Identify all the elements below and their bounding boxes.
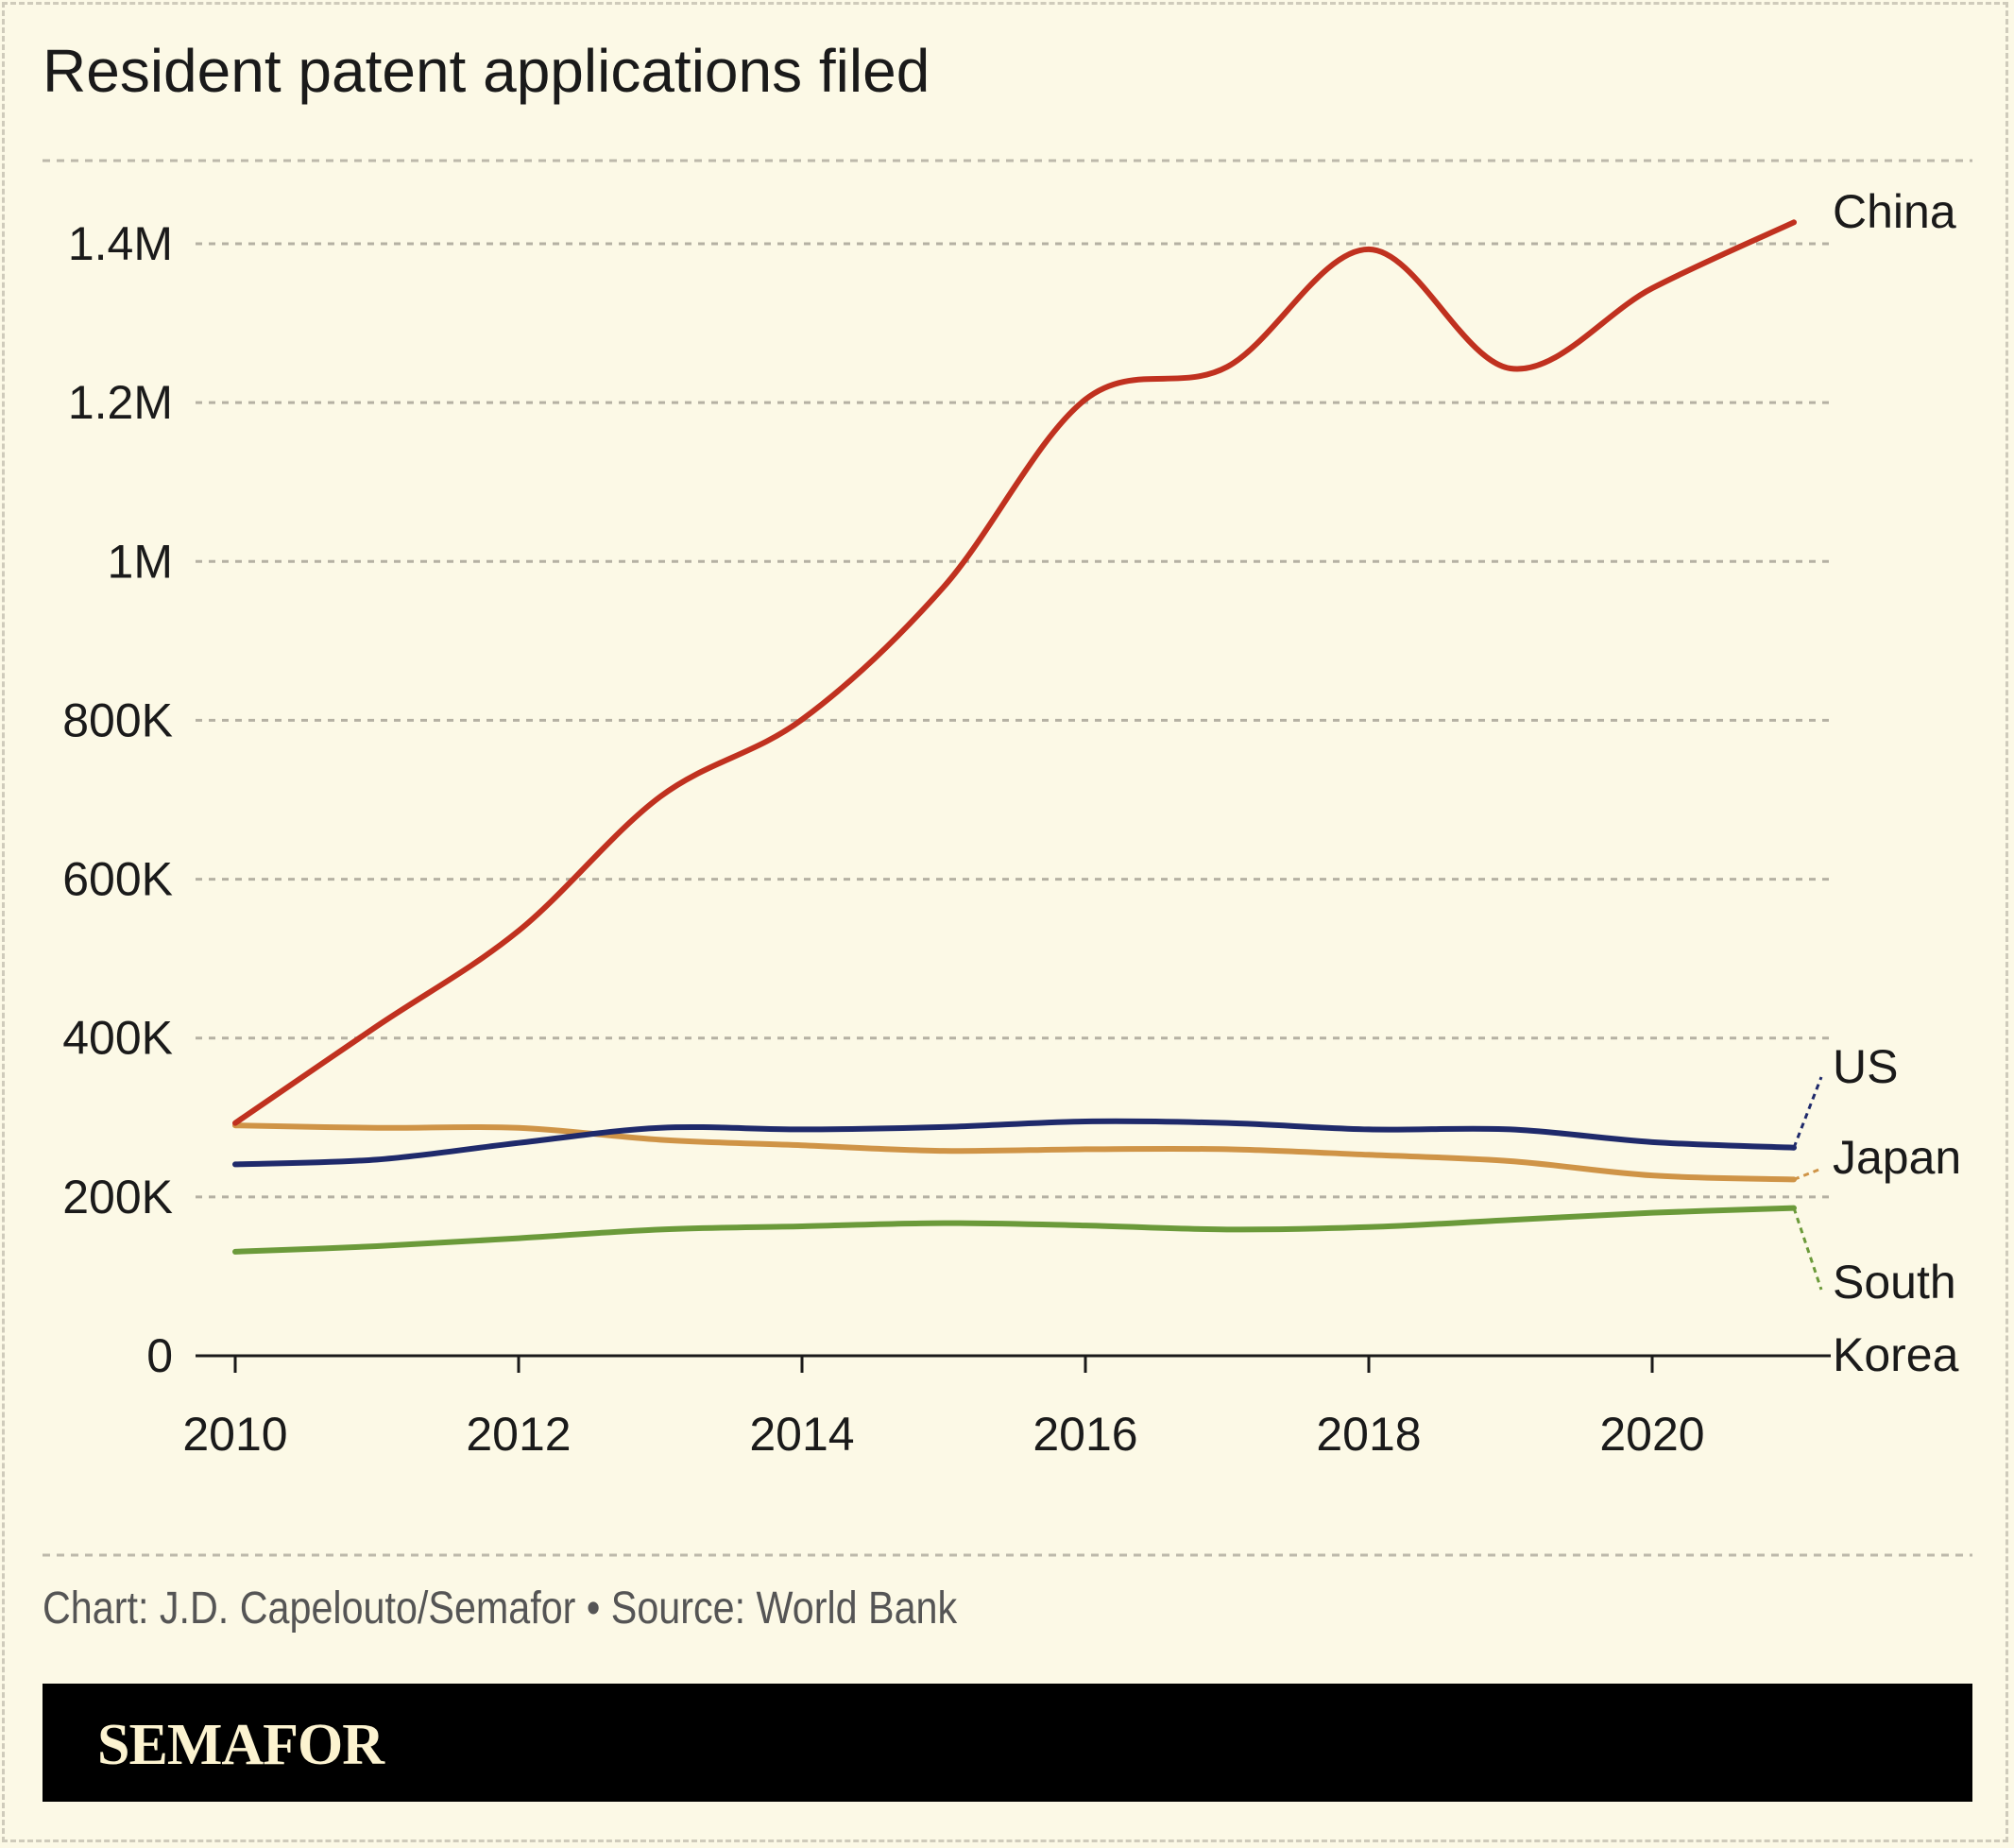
y-tick-label: 600K xyxy=(62,853,173,906)
y-tick-label: 200K xyxy=(62,1171,173,1223)
x-tick-label: 2020 xyxy=(1599,1408,1704,1461)
source-credit: Chart: J.D. Capelouto/Semafor • Source: … xyxy=(43,1583,958,1634)
series-line-china xyxy=(232,219,1797,1126)
y-tick-label: 1.2M xyxy=(68,376,173,429)
x-tick-label: 2012 xyxy=(466,1408,571,1461)
series-line-south-korea xyxy=(232,1205,1797,1255)
series-line-us xyxy=(232,1118,1797,1168)
x-tick-label: 2016 xyxy=(1033,1408,1137,1461)
series-label-south-korea: South xyxy=(1833,1256,1956,1309)
semafor-logo: SEMAFOR xyxy=(97,1713,384,1777)
series-label-japan: Japan xyxy=(1833,1131,1961,1184)
y-tick-label: 400K xyxy=(62,1012,173,1065)
y-tick-label: 1.4M xyxy=(68,217,173,270)
y-tick-label: 800K xyxy=(62,693,173,746)
x-tick-label: 2018 xyxy=(1316,1408,1421,1461)
x-tick-label: 2014 xyxy=(749,1408,854,1461)
label-connector-south-korea xyxy=(1792,1207,1823,1291)
brand-bar: SEMAFOR xyxy=(43,1684,1972,1802)
series-label-south-korea: Korea xyxy=(1833,1328,1959,1381)
label-connector-japan xyxy=(1793,1167,1822,1181)
chart-title: Resident patent applications filed xyxy=(43,37,930,105)
series-label-us: US xyxy=(1833,1040,1898,1093)
series-label-china: China xyxy=(1833,185,1956,238)
y-tick-label: 0 xyxy=(146,1329,173,1382)
x-tick-label: 2010 xyxy=(182,1408,287,1461)
series-line-japan xyxy=(232,1122,1797,1183)
y-tick-label: 1M xyxy=(108,535,173,588)
label-connector-us xyxy=(1792,1076,1823,1149)
